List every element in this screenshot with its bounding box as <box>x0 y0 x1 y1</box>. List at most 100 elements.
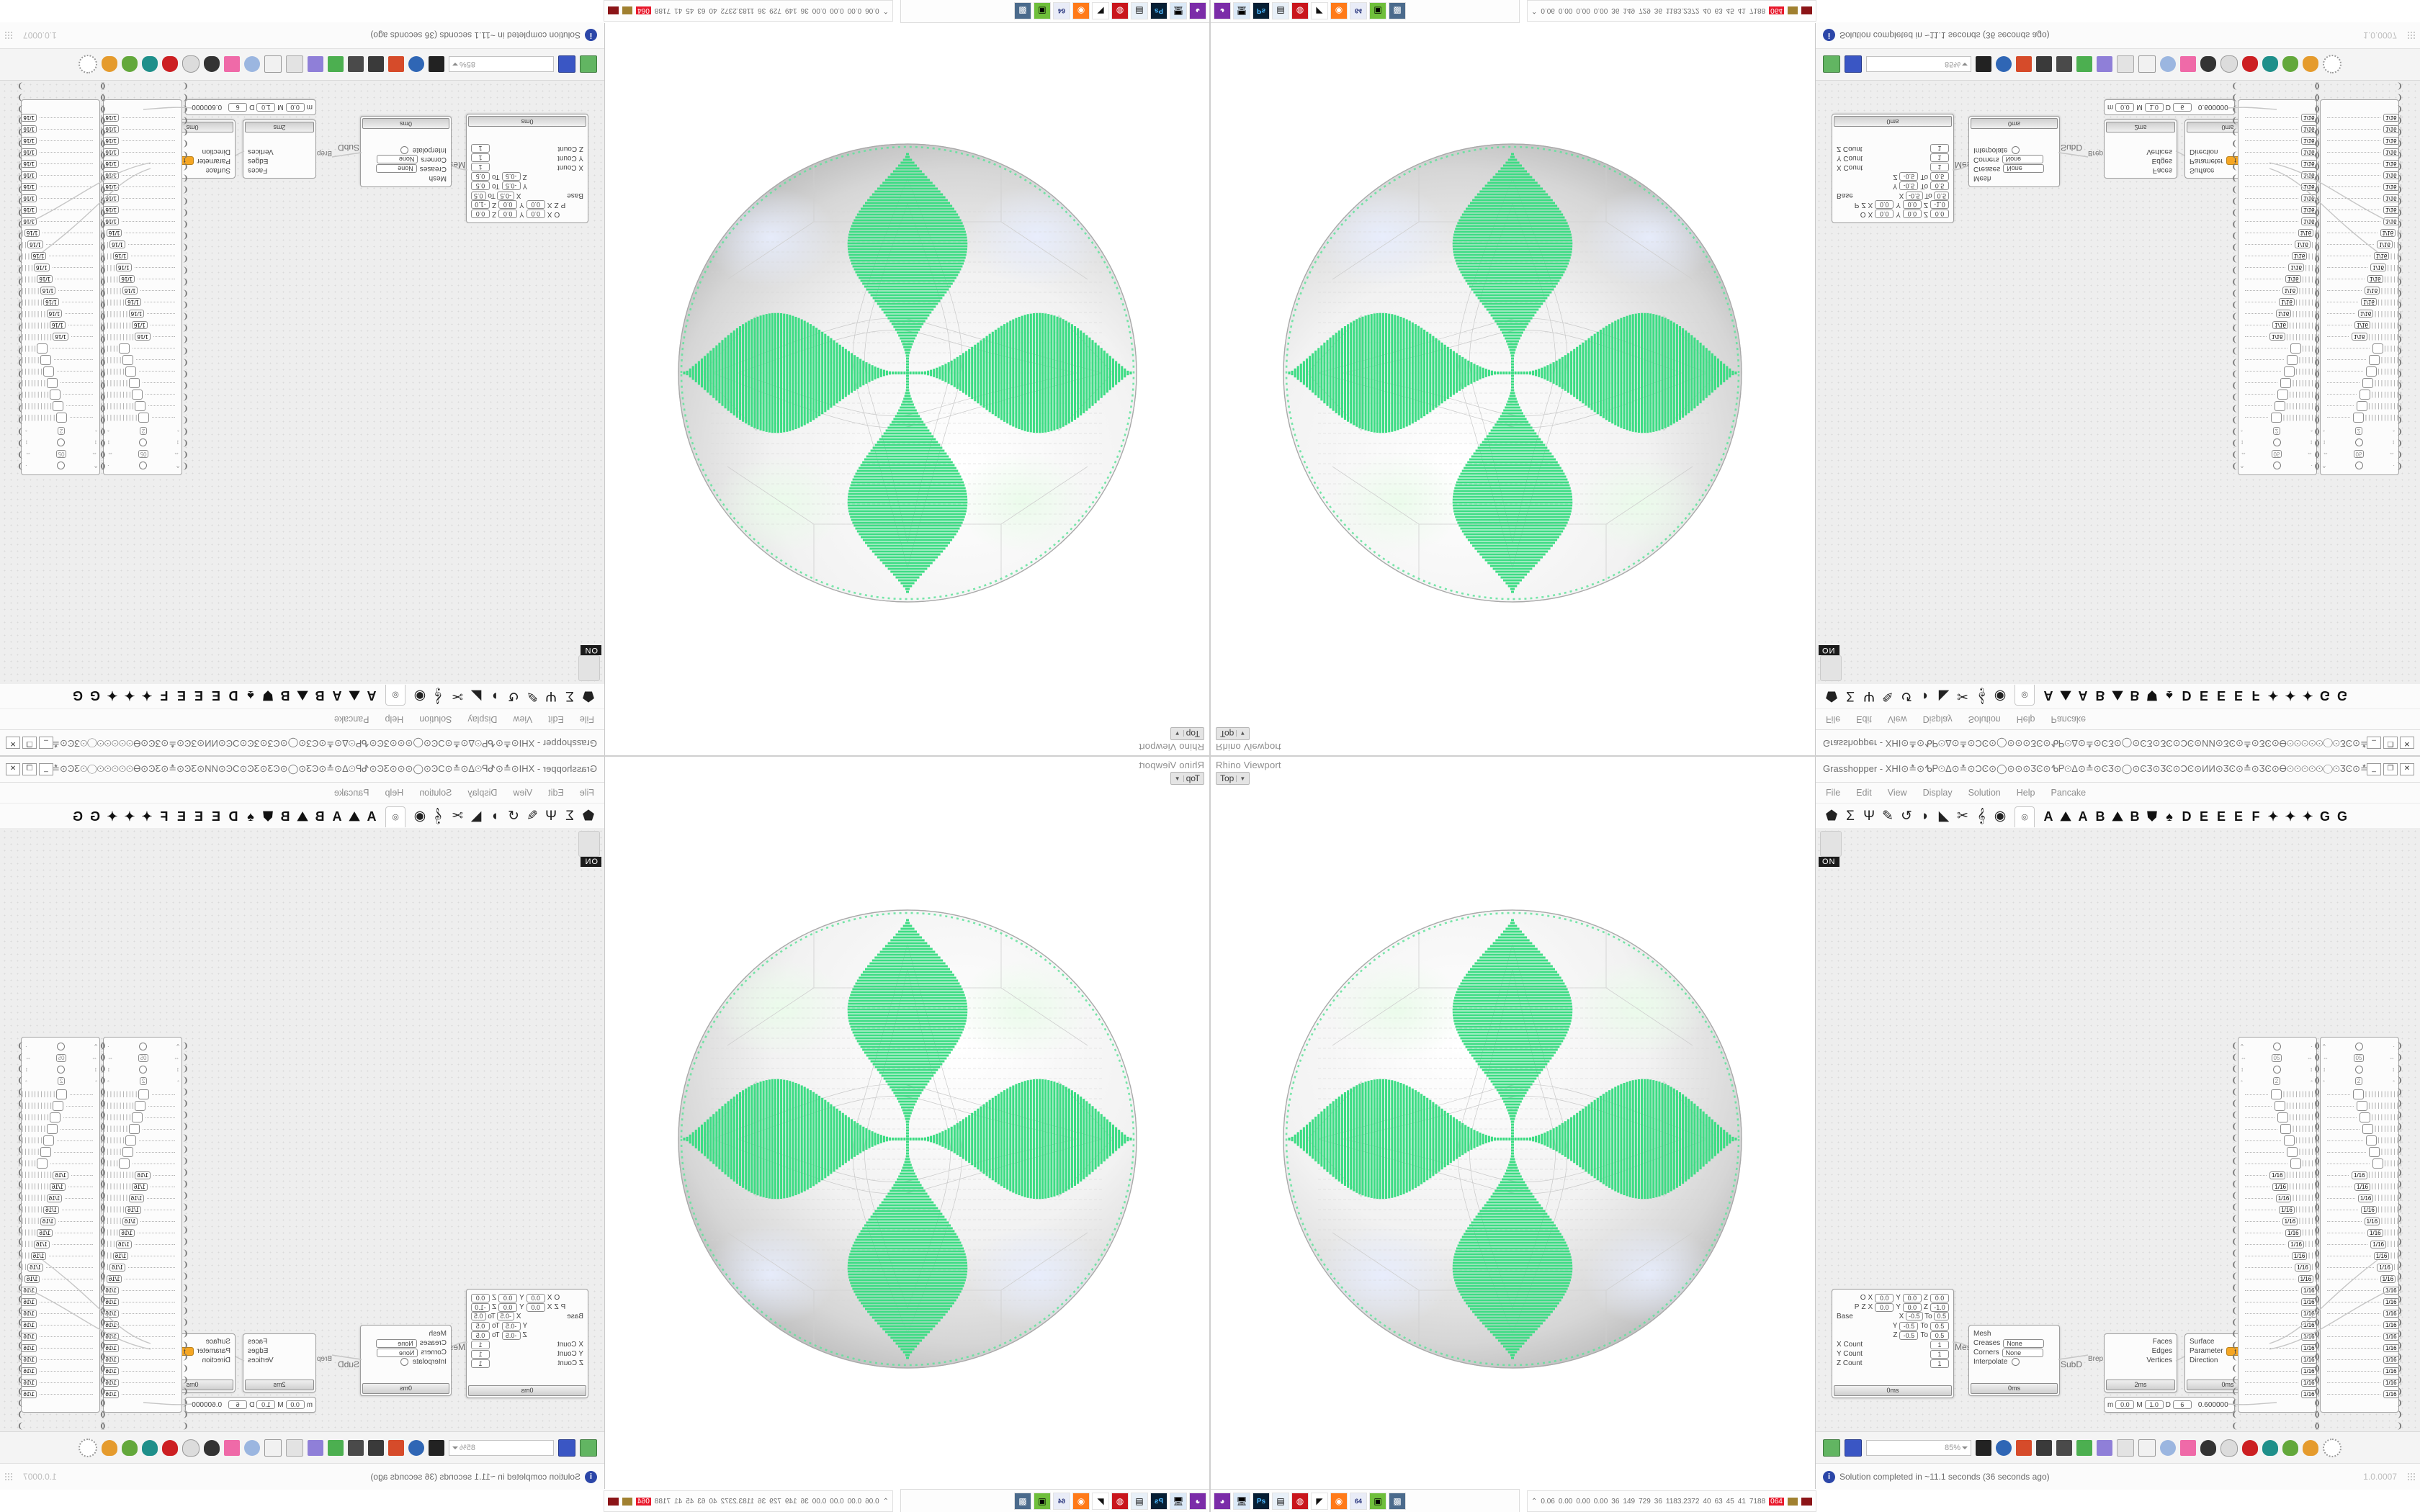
ribbon-addon-e1-icon[interactable]: E <box>212 809 221 824</box>
component-deconstruct-brep[interactable]: Faces Edges Vertices 2ms <box>2104 1333 2177 1392</box>
panel-toggle-row[interactable]: ↕ ↕ <box>107 438 179 448</box>
open-file-icon[interactable] <box>1823 55 1840 73</box>
ribbon-transform-icon[interactable]: 𝄞 <box>434 688 443 703</box>
box-zaxis-y[interactable]: 0.0 <box>1902 1302 1922 1312</box>
panel-row-fraction[interactable]: 1/16 <box>132 321 148 330</box>
box-dom-z-to[interactable]: 0.5 <box>471 172 490 181</box>
panel-input-pip[interactable]: ❨ <box>2231 323 2238 332</box>
box-origin-z[interactable]: 0.0 <box>1930 210 1949 219</box>
panel-list-item[interactable]: |||||||| <box>2320 366 2406 377</box>
camera-monitor-icon[interactable]: ▩ <box>1389 1493 1406 1510</box>
render-preview-icon[interactable] <box>162 56 178 72</box>
panel-row-fraction[interactable]: 1/16 <box>43 298 59 307</box>
ribbon-addon-bird-icon[interactable]: ♠ <box>2166 809 2173 824</box>
panel-output-pip[interactable]: ❩ <box>2396 1284 2403 1292</box>
panel-input-pip[interactable]: ❨ <box>99 312 107 320</box>
panel-input-pip[interactable]: ❨ <box>2313 1065 2321 1074</box>
panel-output-pip[interactable]: ❩ <box>17 450 24 459</box>
panel-list-item[interactable]: |||||||||| <box>2320 389 2406 400</box>
panel-input-pip[interactable]: ❨ <box>182 1387 189 1396</box>
ribbon-addon-sheep-icon[interactable]: ⛰ <box>349 688 360 703</box>
panel-input-pip[interactable]: ❨ <box>99 1157 107 1166</box>
ribbon-surface-icon[interactable]: ◗ <box>1921 809 1930 824</box>
ribbon-curve-icon[interactable]: ↺ <box>508 809 519 824</box>
grasshopper-titlebar[interactable]: Grasshopper - XHI⊙≛⊙ᕹᏢ⊙Δ⊙≛⊙ƆϾ⊙◯⊙⊙⊙ӠϾ⊙ᕹᏢ⊙… <box>0 756 604 783</box>
panel-input-pip[interactable]: ❨ <box>182 1410 189 1419</box>
ribbon-addon-a2-icon[interactable]: A <box>2078 688 2088 703</box>
panel-list-item[interactable]: 1/16 ||||| <box>14 1238 100 1250</box>
maximize-icon[interactable]: ❐ <box>22 762 37 775</box>
panel-list-item[interactable]: 1/16 | <box>2320 193 2406 204</box>
floppy-64-icon[interactable]: 64 <box>1350 2 1367 19</box>
panel-row-fraction[interactable]: 1/16 <box>2367 275 2383 284</box>
panel-list-item[interactable]: 1/16 | <box>2238 1342 2324 1354</box>
panel-toggle[interactable] <box>138 462 147 470</box>
panel-input-pip[interactable]: ❨ <box>2313 346 2321 355</box>
panel-input-pip[interactable]: ❨ <box>99 1076 107 1085</box>
panel-row-fraction[interactable]: 1/16 <box>109 240 125 249</box>
ribbon-params-icon[interactable]: ⬟ <box>1825 688 1838 703</box>
panel-input-pip[interactable]: ❨ <box>99 1341 107 1350</box>
panel-row-box[interactable] <box>2271 1089 2282 1099</box>
ribbon-addon-e1-icon[interactable]: E <box>2199 688 2208 703</box>
ribbon-addon-x2-icon[interactable]: ✦ <box>2285 688 2296 703</box>
menu-item-solution[interactable]: Solution <box>1968 788 2001 798</box>
panel-row-fraction[interactable]: 1/16 <box>34 1240 50 1248</box>
box-dom-y-to[interactable]: 0.5 <box>471 1321 490 1331</box>
panel-list-item[interactable]: |||||||||||| <box>2238 412 2324 423</box>
ribbon-addon-x3-icon[interactable]: ✦ <box>107 809 118 824</box>
panel-input-pip[interactable]: ❨ <box>99 277 107 286</box>
panel-value-2[interactable]: 2 <box>57 427 66 436</box>
fox-avatar-icon[interactable]: ◕ <box>1214 1493 1231 1510</box>
panel-list-item[interactable]: 1/16 | <box>96 170 182 181</box>
component-deconstruct-brep[interactable]: Faces Edges Vertices 2ms <box>2104 120 2177 179</box>
ribbon-maths-icon[interactable]: Σ <box>1846 688 1855 703</box>
menu-item-edit[interactable]: Edit <box>1856 714 1872 724</box>
firefox-icon[interactable]: ◉ <box>1072 2 1090 19</box>
panel-list-item[interactable]: ||||||||| <box>14 377 100 389</box>
panel-row-box[interactable] <box>2274 401 2285 411</box>
panel-output-pip[interactable]: ❩ <box>17 1284 24 1292</box>
panel-toggle-2[interactable] <box>2354 438 2363 447</box>
subd-creases-value[interactable]: None <box>2003 164 2045 174</box>
canvas-preview-badge[interactable]: ON <box>1819 857 1839 867</box>
panel-input-pip[interactable]: ❨ <box>182 1422 189 1431</box>
box-ycount-value[interactable]: 1 <box>1930 1349 1949 1359</box>
panel-input-pip[interactable]: ❨ <box>2313 93 2321 102</box>
grasshopper-canvas[interactable]: ON O X 0.0 Y 0.0 Z 0.0 P Z <box>1816 828 2420 1431</box>
panel-row-fraction[interactable]: 1/16 <box>2354 1182 2370 1191</box>
menu-item-edit[interactable]: Edit <box>548 714 564 724</box>
panel-list-item[interactable]: 1/16 | <box>96 147 182 158</box>
ps-icon[interactable]: Ps <box>1150 1493 1168 1510</box>
minimize-icon[interactable]: _ <box>2367 737 2381 750</box>
panel-list-item[interactable]: ||||||||||| <box>2238 400 2324 412</box>
panel-output-pip[interactable]: ❩ <box>2396 231 2403 240</box>
box-ycount-value[interactable]: 1 <box>471 1349 490 1359</box>
panel-value-row[interactable]: ⇔ 05 ⇔ <box>2241 1053 2313 1063</box>
panel-list-item[interactable]: 1/16 | <box>14 1296 100 1308</box>
subd-corners-value[interactable]: None <box>377 155 418 164</box>
box-origin-x[interactable]: 0.0 <box>526 1293 545 1302</box>
panel-list-item[interactable]: 1/16 | <box>2320 1342 2406 1354</box>
panel-input-pip[interactable]: ❨ <box>99 1318 107 1327</box>
panel-list-item[interactable]: 1/16 |||| <box>14 1250 100 1261</box>
ribbon-params-icon[interactable]: ⬟ <box>1825 809 1838 824</box>
panel-input-pip[interactable]: ❨ <box>182 93 189 102</box>
panel-list-item[interactable]: 1/16 | <box>2320 158 2406 170</box>
panel-row-box[interactable] <box>135 1101 146 1111</box>
green-server-icon[interactable]: ▣ <box>1034 2 1051 19</box>
green-server-icon[interactable]: ▣ <box>1034 1493 1051 1510</box>
ribbon-display-icon[interactable]: ◉ <box>1994 688 2007 703</box>
panel-output-pip[interactable]: ❩ <box>2314 1042 2321 1050</box>
close-icon[interactable]: ✕ <box>2400 737 2414 750</box>
panel-output-pip[interactable]: ❩ <box>2314 1215 2321 1223</box>
panel-input-pip[interactable]: ❨ <box>2231 231 2238 240</box>
panel-row-box[interactable] <box>2353 413 2365 423</box>
panel-list-item[interactable]: |||||||||| <box>14 389 100 400</box>
panel-row-fraction[interactable]: 1/16 <box>24 1274 40 1283</box>
panel-output-pip[interactable]: ❩ <box>17 1341 24 1350</box>
panel-list-item[interactable]: 1/16 | <box>96 1377 182 1388</box>
panel-input-pip[interactable]: ❨ <box>2231 104 2238 113</box>
panel-output-pip[interactable]: ❩ <box>2396 1238 2403 1246</box>
panel-row-fraction[interactable]: 1/16 <box>2298 229 2314 238</box>
